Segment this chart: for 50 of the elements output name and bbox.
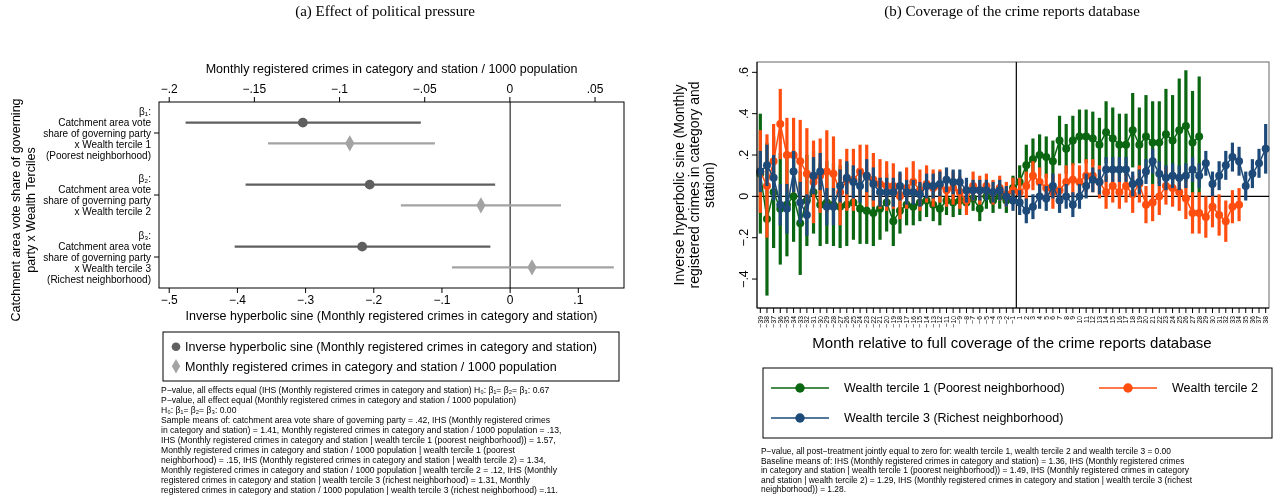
y-tick-label: −.2 [737,228,751,247]
x-tick-label: −.2 [365,293,383,307]
x2-tick-label: −.2 [160,82,179,96]
text: Monthly registered crimes in category and station / 1000 population | wealth tercile 2 = .12, IHS (Monthly [161,465,558,475]
text: H₀: β₁= β₂= β₃: 0.00 [161,405,237,415]
x-tick-label: 0 [506,293,514,307]
chart-title: (b) Coverage of the crime reports database [884,3,1141,20]
legend-label: Inverse hyperbolic sine (Monthly registered crimes in category and station) [185,340,597,355]
legend-label: Monthly registered crimes in category and station / 1000 population [185,359,557,374]
text: in category and station) = 1.41, Monthly registered crimes in category and station / 1000 population = .13, [161,425,562,435]
text: and station | wealth tercile 2) = 1.29, IHS (Monthly registered crimes in category and station | wealth tercile 3 (richest [761,474,1193,485]
y-tick-label: 0 [737,192,751,200]
y-tick-label: .6 [737,67,751,78]
y-tick-label: β₁: Catchment area vote share of governing party x Wealth tercile 1 (Poorest neighborhood) [43,105,152,161]
x2-axis-title: Monthly registered crimes in category and station / 1000 population [205,62,578,76]
y-tick-label: .2 [737,149,751,161]
x-axis-title: Month relative to full coverage of the crime reports database [812,334,1212,351]
text: P−value, all effects equal (IHS (Monthly registered crimes in category and station) H₀: β₁= β₂= β₃: 0.67 [161,385,550,395]
legend-label: Wealth tercile 2 [1172,381,1258,396]
y-axis-title: Inverse hyperbolic sine (Monthly registered crimes in category and station) [671,81,717,289]
x-axis-title: Inverse hyperbolic sine (Monthly registered crimes in category and station) [185,309,598,323]
x2-tick-label: 0 [506,82,514,96]
x-tick-label: −.1 [433,293,451,307]
x2-tick-label: −.1 [331,82,349,96]
text: Sample means of: catchment area vote share of governing party = .42, IHS (Monthly registered crimes [161,415,551,425]
text: P−value, all effect equal (Monthly registered crimes in category and station / 1000 population) [161,395,517,405]
x-tick-label: .1 [573,293,584,307]
text: neighborhood) = .15, IHS (Monthly registered crimes in category and station | wealth tercile 2) = 1.34, [161,455,546,465]
x-tick-label: −.5 [160,293,179,307]
x-tick-label: −.4 [228,293,247,307]
x2-tick-label: −.05 [412,82,437,96]
text: P−value, all post−treatment jointly equal to zero for: wealth tercile 1, wealth tercile 2 and wealth tercile 3 = 0.00 [761,446,1172,456]
text: Baseline means of: IHS (Monthly registered crimes in category and station) = 1.36, IHS (Monthly registered crimes [761,455,1185,466]
text: registered crimes in category and station / 1000 population | wealth tercile 3 (richest neighborhood) =.11. [161,485,558,495]
text: Monthly registered crimes in category and station / 1000 population | wealth tercile 1 (poorest [161,445,516,455]
text: in category and station | wealth tercile 1 (poorest neighborhood)) = 1.49, IHS (Monthly registered crimes in category [761,465,1190,476]
x-tick-label: −.3 [297,293,315,307]
text: neighborhood)) = 1.28. [761,484,846,495]
text: registered crimes in category and station | wealth tercile 3 (richest neighborhood) = 1.31, Monthly [161,475,531,485]
text: IHS (Monthly registered crimes in category and station | wealth tercile 1 (poorest neighborhood)) = 1.57, [161,435,556,445]
y-tick-label: β₃: Catchment area vote share of governing party x Wealth tercile 3 (Richest neighborhood) [43,229,152,285]
x2-tick-label: −.15 [242,82,267,96]
legend-label: Wealth tercile 3 (Richest neighborhood) [844,411,1064,426]
y-axis-title: Catchment area vote share of governing party x Wealth Terciles [9,98,38,322]
chart-title: (a) Effect of political pressure [295,3,476,20]
y-tick-label: .4 [737,108,751,119]
y-tick-label: β₂: Catchment area vote share of governing party x Wealth tercile 2 [43,173,152,217]
y-tick-label: −.4 [737,270,751,288]
legend-label: Wealth tercile 1 (Poorest neighborhood) [844,381,1065,396]
x2-tick-label: .05 [586,82,604,96]
